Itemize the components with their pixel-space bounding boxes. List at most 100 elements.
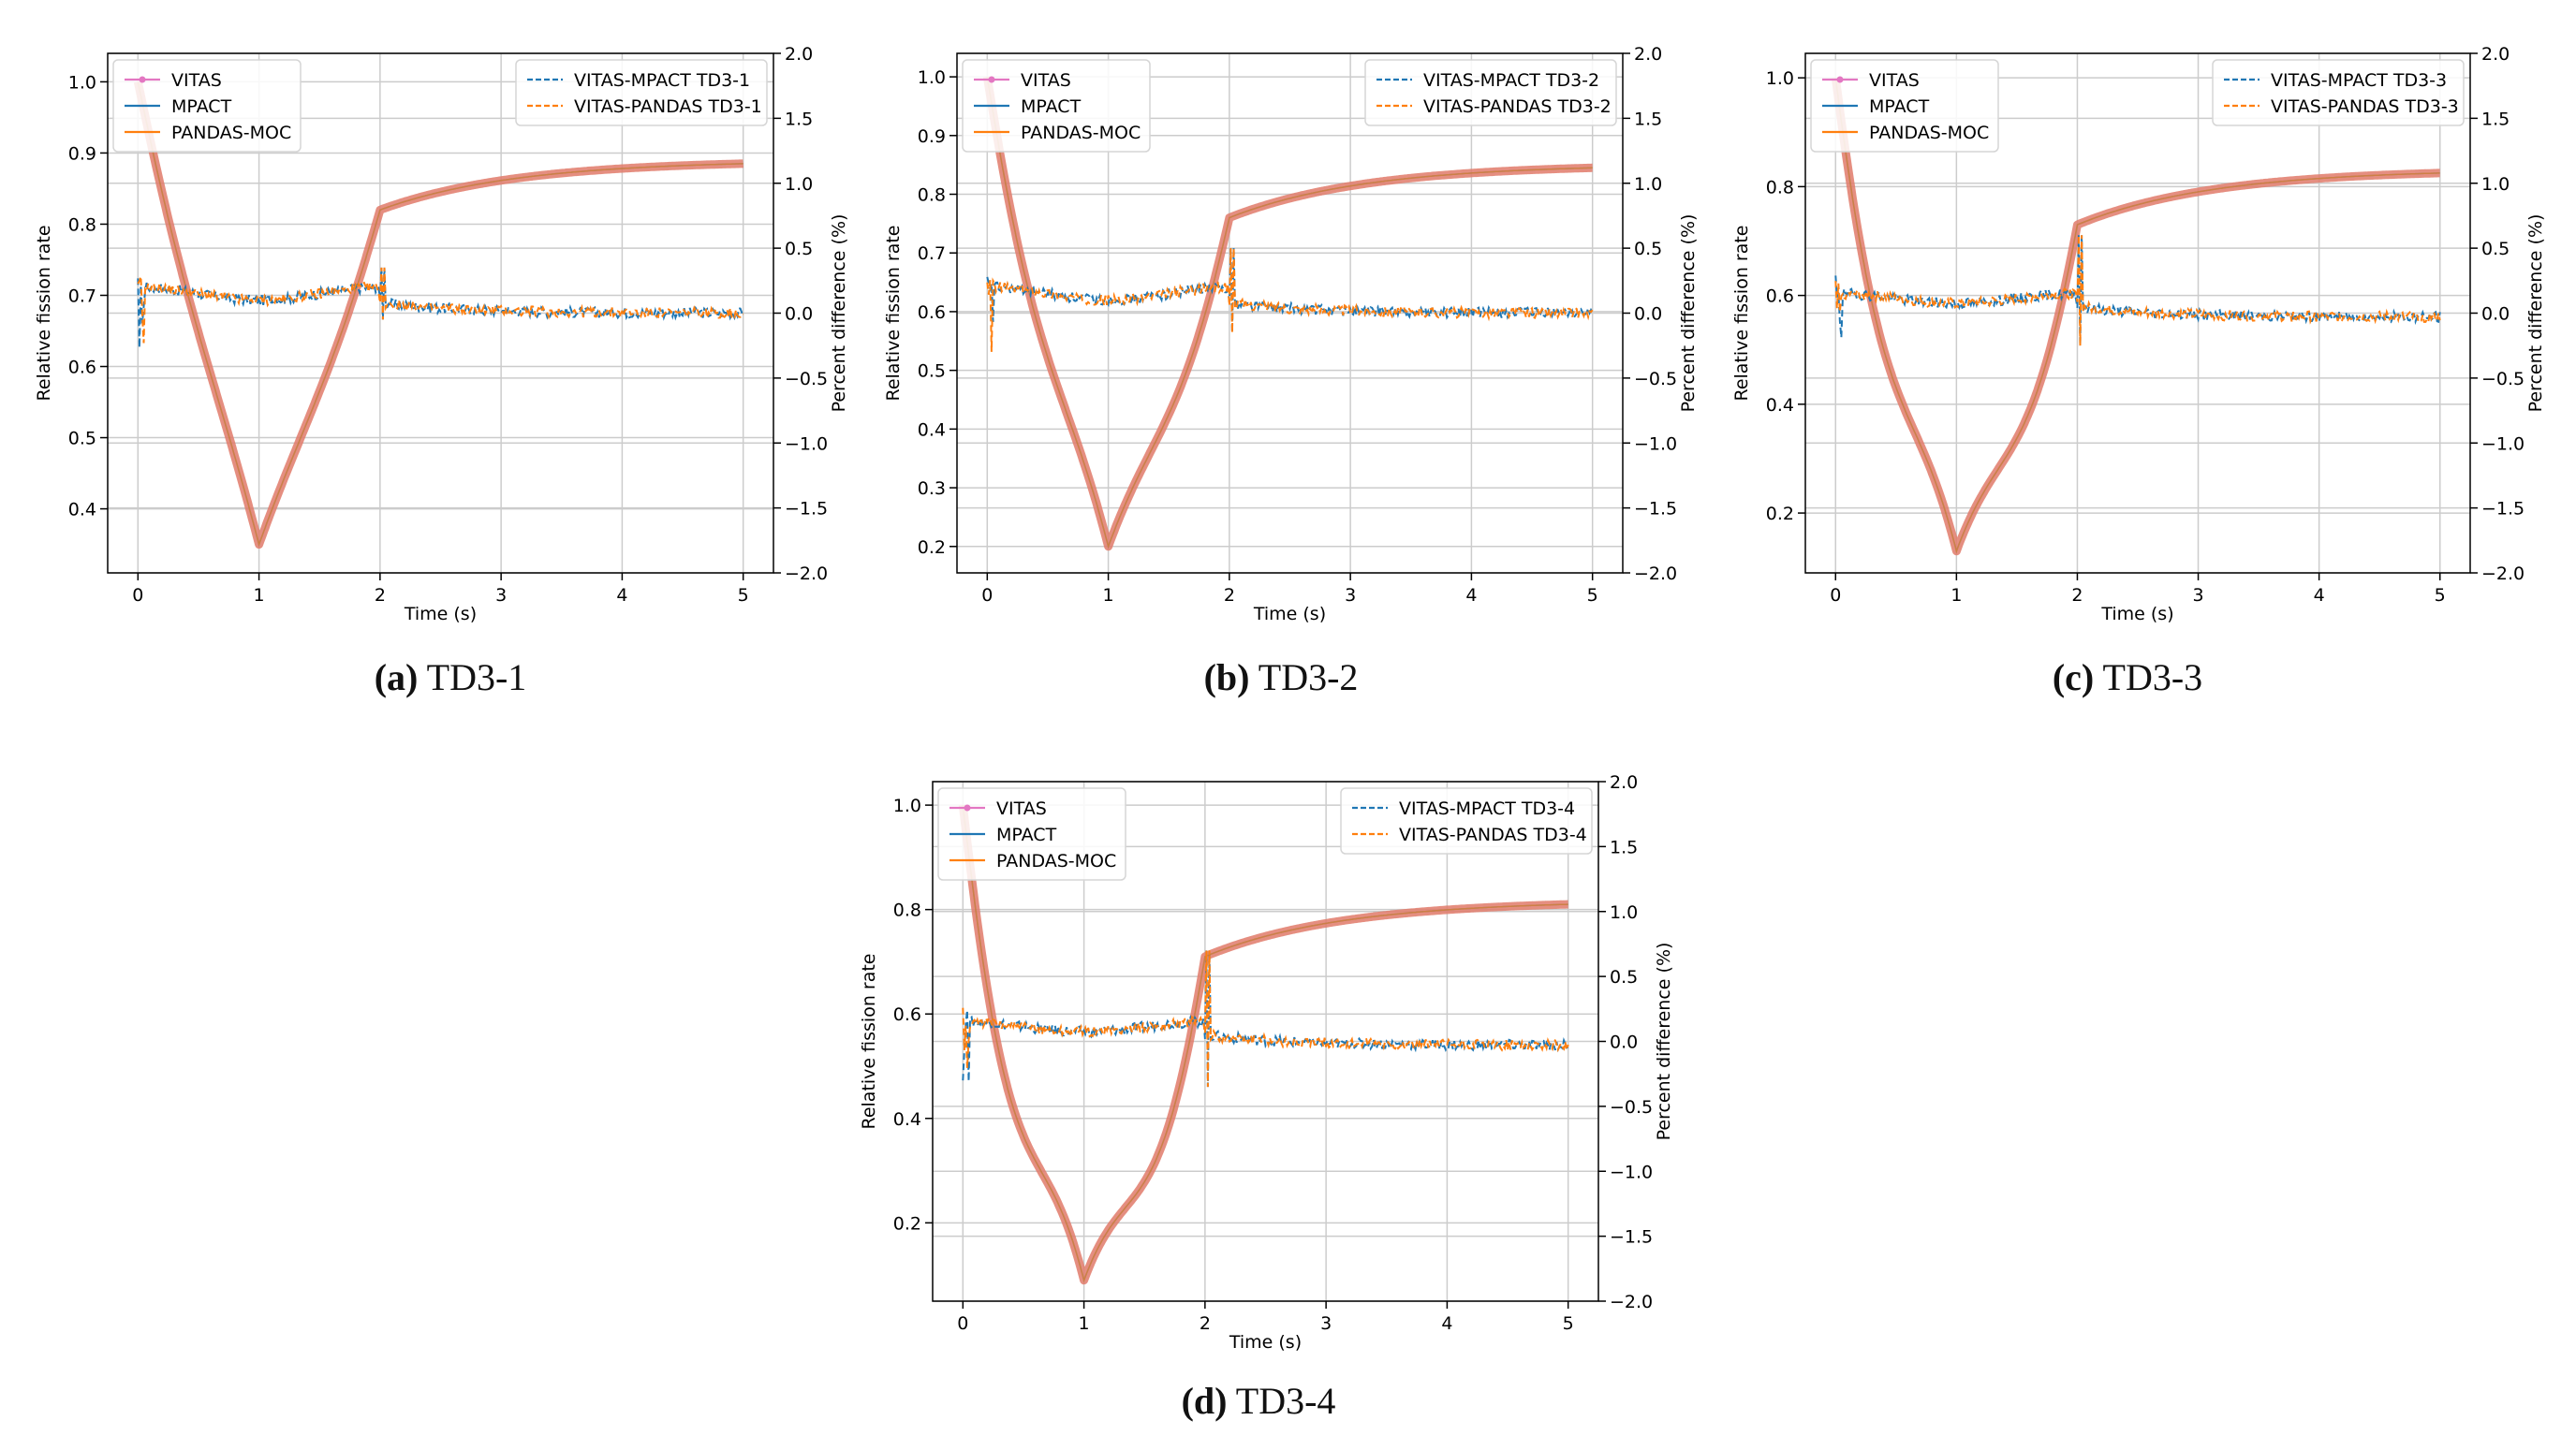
y-tick-label: 0.4 (918, 419, 946, 440)
legend-frame (1340, 787, 1593, 855)
series-pandas-moc-line (986, 76, 1593, 549)
caption-d: (d) TD3-4 (1182, 1379, 1336, 1423)
legend-entry: VITAS (996, 798, 1047, 819)
x-axis-label: Time (s) (1229, 1332, 1302, 1353)
legend-fission-rate: VITAS MPACT PANDAS-MOC (1810, 59, 1999, 153)
series-vitas-mpact-line (137, 267, 744, 348)
legend-entry: VITAS-PANDAS TD3-4 (1399, 825, 1587, 845)
x-tick-label: 1 (1103, 585, 1114, 606)
subplot-c: 0 1 2 3 4 5 0.2 0.4 0.6 0.8 1.0 −2.0 −1.5 −1.0 −0.5 0.0… (1731, 44, 2546, 624)
x-tick-label: 4 (2314, 585, 2325, 606)
legend-frame (1810, 59, 1999, 153)
y-tick-label: 0.5 (68, 429, 96, 449)
y-axis-label: Relative fission rate (34, 225, 54, 401)
legend-marker (988, 76, 995, 83)
x-tick-label: 5 (2435, 585, 2446, 606)
series-pandas-moc-line (962, 805, 1568, 1283)
legend-frame (937, 787, 1126, 881)
y2-tick-label: 0.5 (785, 239, 813, 259)
x-tick-label: 3 (1345, 585, 1356, 606)
legend-marker (964, 804, 971, 812)
x-tick-label: 2 (1224, 585, 1235, 606)
y2-tick-label: 2.0 (1610, 772, 1638, 793)
legend-entry: MPACT (171, 96, 232, 117)
series-vitas-mpact-line (962, 950, 1569, 1088)
caption-c-letter: (c) (2052, 656, 2095, 698)
x-tick-label: 1 (1950, 585, 1962, 606)
legend-entry: PANDAS-MOC (1021, 123, 1141, 143)
series-vitas-pandas-line (1834, 235, 2441, 346)
caption-c-text: TD3-3 (2102, 656, 2203, 698)
y2-axis-label: Percent difference (%) (1654, 943, 1674, 1141)
legend-percent-difference: VITAS-MPACT TD3-3 VITAS-PANDAS TD3-3 (2212, 59, 2465, 126)
x-tick-label: 3 (1320, 1313, 1332, 1334)
x-axis-label: Time (s) (2100, 604, 2173, 624)
y-tick-label: 0.4 (893, 1109, 921, 1130)
y-tick-label: 1.0 (918, 67, 946, 88)
y2-tick-label: −2.0 (2481, 564, 2524, 584)
legend-frame (112, 59, 302, 153)
x-tick-label: 1 (1079, 1313, 1090, 1334)
caption-c: (c) TD3-3 (2053, 655, 2202, 699)
y2-tick-label: 0.5 (2481, 239, 2510, 259)
x-tick-label: 0 (957, 1313, 968, 1334)
y-tick-label: 1.0 (68, 72, 96, 93)
legend-marker (139, 76, 146, 83)
x-tick-label: 4 (616, 585, 627, 606)
x-tick-label: 0 (981, 585, 993, 606)
y2-axis-label: Percent difference (%) (2525, 214, 2546, 413)
legend-frame (962, 59, 1151, 153)
x-tick-label: 5 (1587, 585, 1598, 606)
y2-tick-label: −1.0 (2481, 433, 2524, 454)
subplot-a: 0 1 2 3 4 5 0.4 0.5 0.6 0.7 0.8 0.9 1.0 −2.0 −1.5 −1.0 −… (34, 44, 849, 624)
legend-frame (2212, 59, 2465, 126)
caption-d-text: TD3-4 (1235, 1380, 1336, 1422)
x-tick-label: 5 (1563, 1313, 1574, 1334)
y-tick-label: 0.4 (1766, 395, 1794, 416)
y-axis-label: Relative fission rate (859, 953, 879, 1129)
y2-tick-label: 0.5 (1634, 239, 1662, 259)
legend-entry: PANDAS-MOC (1869, 123, 1989, 143)
x-tick-label: 3 (2192, 585, 2203, 606)
legend-fission-rate: VITAS MPACT PANDAS-MOC (112, 59, 302, 153)
y2-axis-label: Percent difference (%) (1678, 214, 1699, 413)
y-tick-label: 0.9 (68, 143, 96, 164)
y2-tick-label: −0.5 (785, 369, 828, 389)
y-tick-label: 0.7 (68, 286, 96, 306)
y-tick-label: 0.6 (68, 358, 96, 378)
legend-percent-difference: VITAS-MPACT TD3-4 VITAS-PANDAS TD3-4 (1340, 787, 1593, 855)
series-vitas-mpact-line (986, 248, 1594, 333)
series-vitas-mpact-line (1834, 235, 2441, 346)
y2-tick-label: 2.0 (2481, 44, 2510, 65)
x-tick-label: 4 (1441, 1313, 1452, 1334)
y-tick-label: 0.8 (893, 901, 921, 921)
y-tick-label: 0.4 (68, 500, 96, 520)
caption-a: (a) TD3-1 (375, 655, 527, 699)
y2-axis-label: Percent difference (%) (829, 214, 849, 413)
y2-tick-label: −2.0 (1634, 564, 1677, 584)
y2-tick-label: 1.5 (1610, 837, 1638, 857)
legend-entry: VITAS-MPACT TD3-2 (1423, 70, 1599, 91)
x-tick-label: 2 (2071, 585, 2083, 606)
legend-entry: VITAS (1869, 70, 1920, 91)
legend-entry: VITAS-MPACT TD3-1 (574, 70, 750, 91)
y2-tick-label: 1.0 (2481, 174, 2510, 195)
y-tick-label: 1.0 (893, 796, 921, 816)
legend-percent-difference: VITAS-MPACT TD3-2 VITAS-PANDAS TD3-2 (1364, 59, 1617, 126)
y2-tick-label: 1.0 (785, 174, 813, 195)
legend-entry: VITAS-PANDAS TD3-1 (574, 96, 762, 117)
y-tick-label: 0.3 (918, 478, 946, 499)
series-vitas-pandas-line (137, 267, 743, 344)
x-axis-label: Time (s) (404, 604, 477, 624)
y-tick-label: 0.8 (68, 214, 96, 235)
legend-percent-difference: VITAS-MPACT TD3-1 VITAS-PANDAS TD3-1 (515, 59, 768, 126)
y2-tick-label: 0.0 (1610, 1033, 1638, 1053)
legend-entry: PANDAS-MOC (996, 851, 1116, 871)
caption-a-text: TD3-1 (426, 656, 527, 698)
series-vitas-pandas-line (986, 248, 1594, 352)
y2-tick-label: 0.0 (1634, 304, 1662, 325)
y-tick-label: 0.9 (918, 126, 946, 147)
legend-entry: MPACT (996, 825, 1057, 845)
x-tick-label: 0 (1830, 585, 1841, 606)
